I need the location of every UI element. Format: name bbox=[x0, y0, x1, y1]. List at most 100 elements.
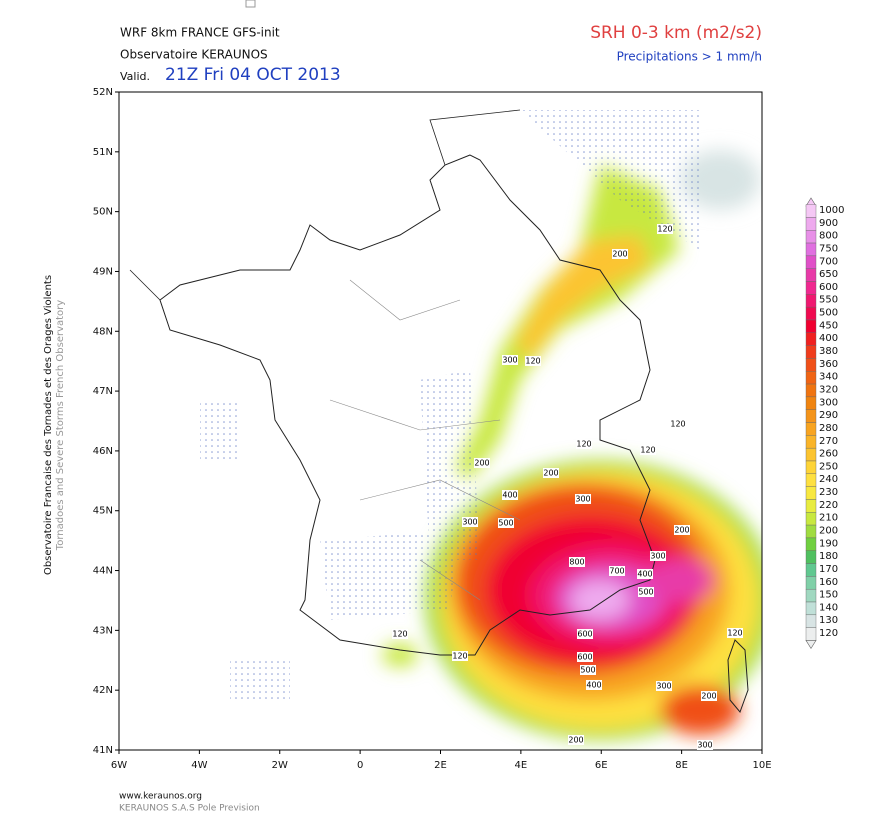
contour-label-bg bbox=[701, 691, 717, 701]
contour-label-bg bbox=[657, 224, 673, 234]
contour-label: 120 bbox=[525, 357, 540, 366]
contour-label-bg bbox=[640, 445, 656, 455]
map-ticks: 52N 51N 50N 49N 48N 47N 46N 45N 44N 43N 42N 41N 6W 4W… bbox=[93, 87, 772, 771]
contour-label: 300 bbox=[575, 495, 590, 504]
lon-label: 6E bbox=[595, 760, 608, 771]
colorbar-swatch bbox=[805, 409, 817, 423]
colorbar-swatch bbox=[805, 447, 817, 462]
contour-label-bg bbox=[727, 628, 743, 638]
colorbar-label: 700 bbox=[819, 256, 838, 267]
contour-label: 200 bbox=[474, 459, 489, 468]
lat-label: 45N bbox=[93, 506, 113, 517]
contour-label: 200 bbox=[568, 736, 583, 745]
srh-shading bbox=[382, 150, 762, 740]
contour-label-bg bbox=[568, 735, 584, 745]
colorbar-label: 400 bbox=[819, 333, 838, 344]
lat-label: 48N bbox=[93, 326, 113, 337]
contour-label-bg bbox=[462, 517, 478, 527]
colorbar-swatch bbox=[805, 588, 817, 603]
contour-label: 200 bbox=[612, 250, 627, 259]
contour-label-bg bbox=[580, 665, 596, 675]
contour-labels: 200 120 300 120 200 120 120 120 200 400 300 300 500 2… bbox=[392, 224, 743, 750]
colorbar-swatch bbox=[805, 486, 817, 500]
contour-label-bg bbox=[392, 629, 408, 639]
colorbar-label: 750 bbox=[819, 243, 838, 254]
colorbar-swatch bbox=[805, 473, 817, 487]
lon-label: 10E bbox=[752, 760, 771, 771]
contour-label-bg bbox=[543, 468, 559, 478]
contour-label: 800 bbox=[569, 558, 584, 567]
colorbar-swatch bbox=[805, 550, 817, 564]
footer-url[interactable]: www.keraunos.org bbox=[119, 792, 202, 802]
contour-label: 400 bbox=[637, 570, 652, 579]
colorbar-label: 650 bbox=[819, 269, 838, 280]
field bbox=[119, 92, 762, 750]
contour-label: 300 bbox=[697, 741, 712, 750]
contour-label-bg bbox=[474, 458, 490, 468]
contour-label-bg bbox=[577, 629, 593, 639]
contour-label-bg bbox=[612, 249, 628, 259]
contour-label-bg bbox=[637, 569, 653, 579]
contour-label: 400 bbox=[502, 491, 517, 500]
contour-label: 120 bbox=[392, 630, 407, 639]
colorbar-label: 190 bbox=[819, 538, 838, 549]
contour-label: 400 bbox=[586, 681, 601, 690]
contour-label: 700 bbox=[609, 567, 624, 576]
lat-label: 52N bbox=[93, 87, 113, 98]
lon-label: 4E bbox=[515, 760, 528, 771]
lat-label: 43N bbox=[93, 625, 113, 636]
contour-label-bg bbox=[525, 356, 541, 366]
lon-label: 2E bbox=[434, 760, 447, 771]
contour-label: 120 bbox=[727, 629, 742, 638]
colorbar-label: 170 bbox=[819, 564, 838, 575]
contour-label-bg bbox=[575, 494, 591, 504]
colorbar-label: 380 bbox=[819, 346, 838, 357]
contour-label-bg bbox=[697, 740, 713, 750]
valid-label: Valid. bbox=[120, 70, 150, 83]
colorbar-swatch bbox=[805, 319, 817, 333]
colorbar-swatch bbox=[805, 332, 817, 346]
colorbar-swatch bbox=[805, 281, 817, 295]
contour-label: 500 bbox=[638, 588, 653, 597]
lat-label: 49N bbox=[93, 266, 113, 277]
contour-label: 300 bbox=[502, 356, 517, 365]
colorbar-swatch bbox=[805, 614, 817, 628]
lat-label: 46N bbox=[93, 446, 113, 457]
contour-label: 300 bbox=[656, 682, 671, 691]
colorbar-label: 200 bbox=[819, 526, 838, 537]
lon-label: 0 bbox=[357, 760, 363, 771]
contour-label: 300 bbox=[650, 552, 665, 561]
colorbar-label: 340 bbox=[819, 372, 838, 383]
colorbar-swatch bbox=[805, 396, 817, 410]
colorbar-label: 290 bbox=[819, 410, 838, 421]
map-title: SRH 0-3 km (m2/s2) bbox=[590, 23, 762, 43]
colorbar-swatch bbox=[805, 242, 817, 257]
model-line: WRF 8km FRANCE GFS-init bbox=[120, 26, 280, 40]
checkbox[interactable] bbox=[245, 0, 256, 8]
contour-label-bg bbox=[586, 680, 602, 690]
colorbar-swatch bbox=[805, 204, 817, 218]
lon-label: 4W bbox=[191, 760, 207, 771]
colorbar-label: 260 bbox=[819, 449, 838, 460]
lat-label: 42N bbox=[93, 685, 113, 696]
contour-label-bg bbox=[576, 439, 592, 449]
contour-label: 600 bbox=[577, 630, 592, 639]
colorbar-swatch bbox=[805, 524, 817, 539]
colorbar-swatch bbox=[805, 217, 817, 231]
colorbar-swatch bbox=[805, 563, 817, 577]
colorbar-swatch bbox=[805, 383, 817, 398]
contour-label: 120 bbox=[576, 440, 591, 449]
colorbar-swatch bbox=[805, 512, 817, 526]
contour-label: 120 bbox=[452, 652, 467, 661]
colorbar-label: 180 bbox=[819, 551, 838, 562]
colorbar-swatch bbox=[805, 422, 817, 436]
colorbar-label: 140 bbox=[819, 602, 838, 613]
colorbar-label: 600 bbox=[819, 282, 838, 293]
colorbar-swatch bbox=[805, 306, 817, 321]
contour-label: 200 bbox=[674, 526, 689, 535]
lat-label: 41N bbox=[93, 745, 113, 756]
colorbar-label: 1000 bbox=[819, 205, 844, 216]
contour-label-bg bbox=[569, 557, 585, 567]
